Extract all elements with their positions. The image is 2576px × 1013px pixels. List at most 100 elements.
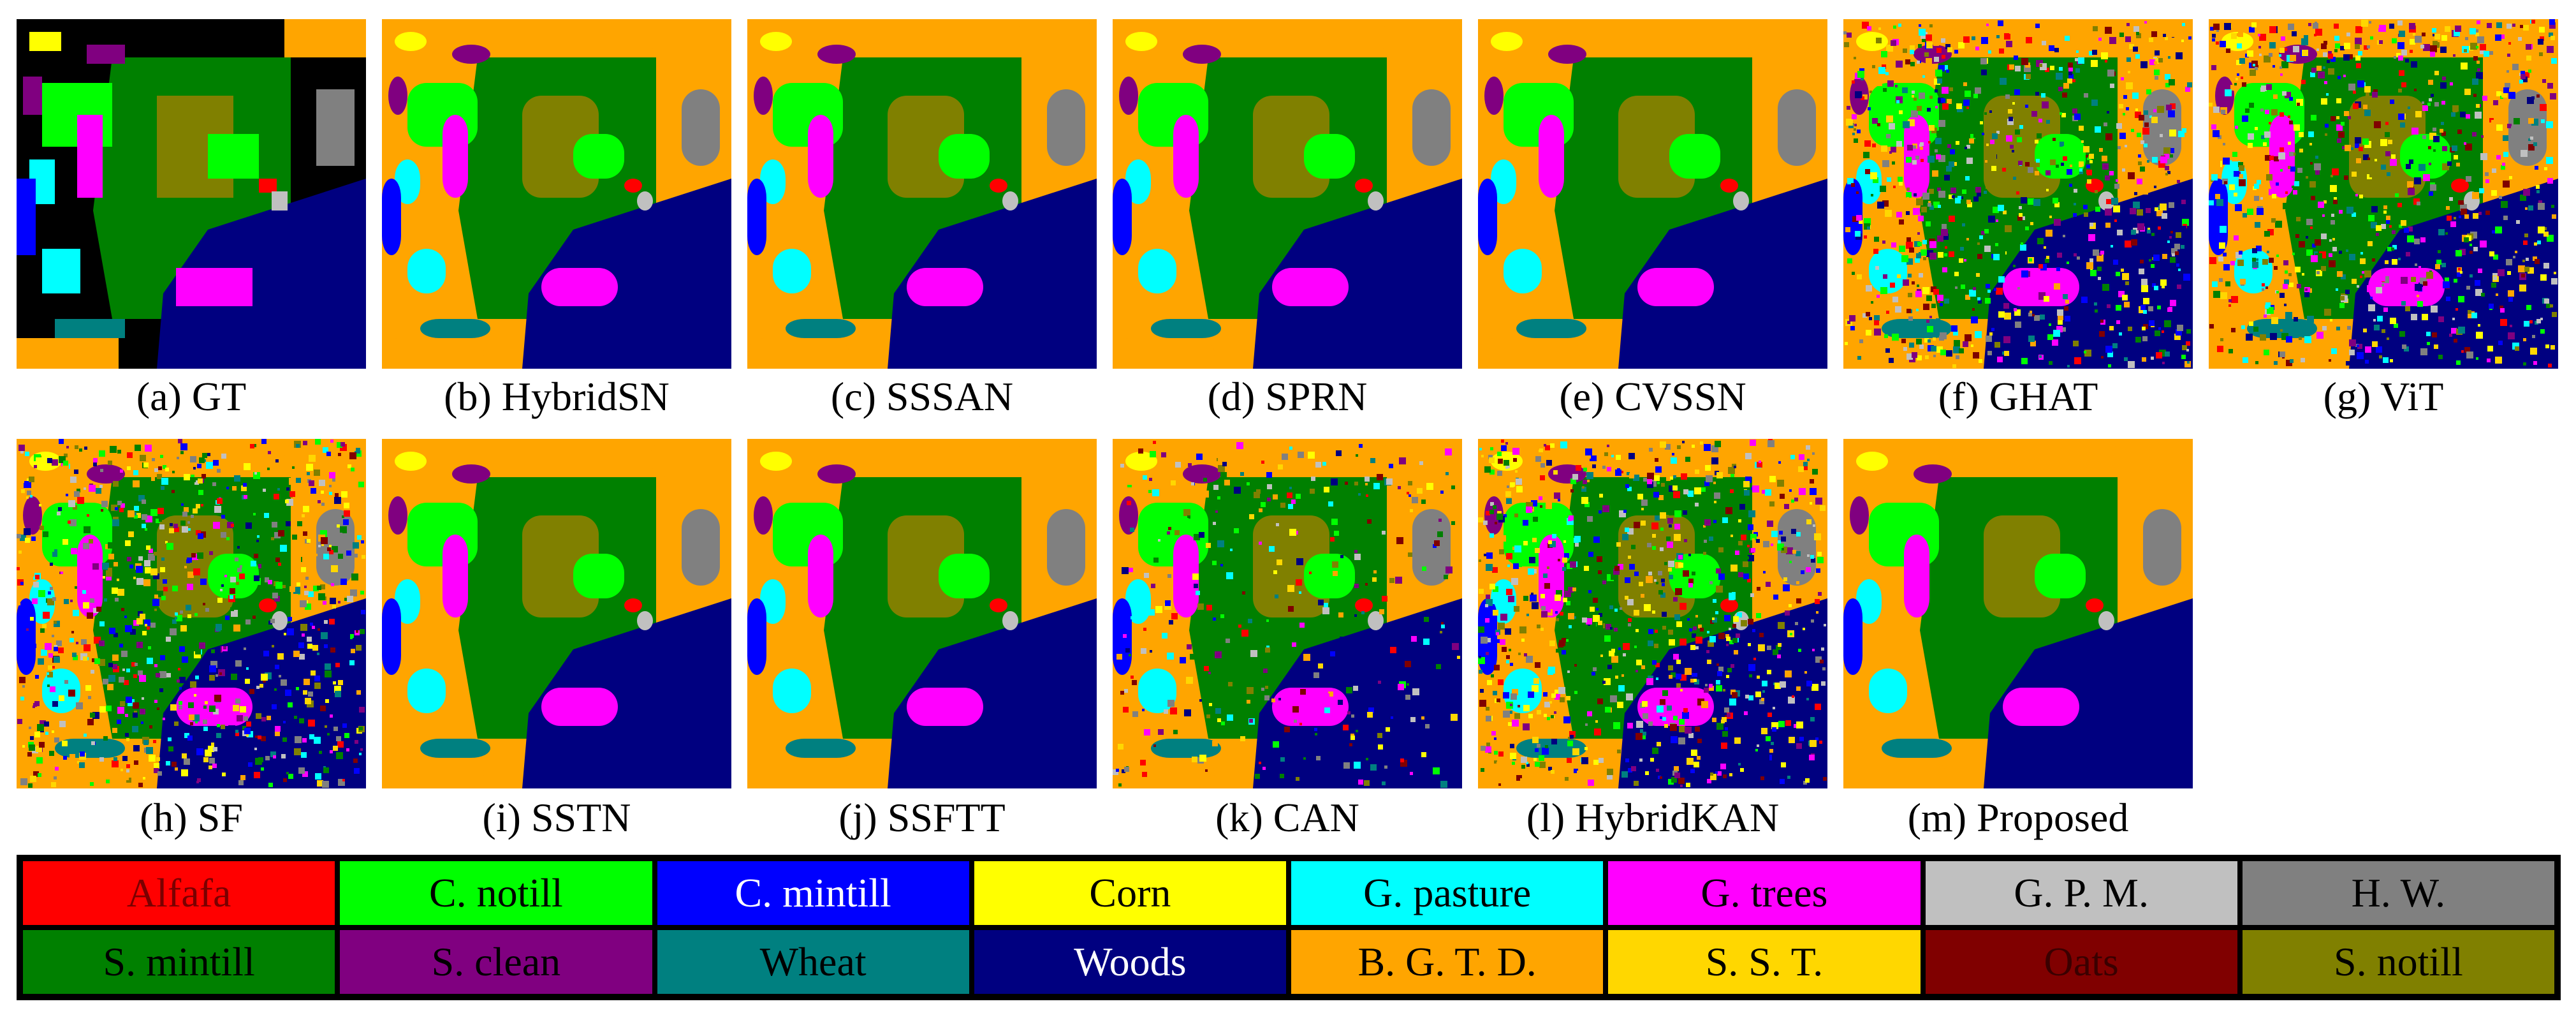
noise-pixel [1512,689,1518,695]
noise-pixel [2347,326,2351,330]
noise-pixel [2224,181,2227,184]
noise-pixel [2105,133,2112,140]
noise-pixel [2135,337,2141,343]
noise-pixel [2496,155,2501,159]
noise-pixel [2060,112,2062,115]
noise-pixel [2392,245,2397,249]
noise-pixel [1322,462,1326,466]
noise-pixel [2223,158,2230,165]
noise-pixel [2341,274,2346,279]
noise-pixel [2132,213,2137,218]
noise-pixel [1551,693,1556,698]
noise-pixel [2183,274,2190,281]
noise-pixel [106,575,112,580]
noise-pixel [1942,267,1947,272]
noise-pixel [1308,452,1315,459]
noise-pixel [2353,103,2359,109]
noise-pixel [1445,448,1452,455]
noise-pixel [1625,484,1629,488]
noise-pixel [311,670,316,676]
noise-pixel [1158,729,1164,735]
noise-pixel [1192,757,1197,762]
noise-pixel [2336,327,2340,330]
noise-pixel [2239,179,2246,186]
noise-pixel [2005,225,2012,232]
noise-pixel [1213,485,1218,490]
noise-pixel [1623,643,1630,650]
noise-pixel [1697,739,1702,743]
noise-pixel [1695,646,1699,649]
noise-pixel [145,445,152,452]
noise-pixel [2236,78,2238,80]
noise-pixel [199,642,205,649]
noise-pixel [334,686,341,693]
noise-pixel [307,539,311,543]
noise-pixel [1356,454,1358,457]
noise-pixel [154,763,159,769]
noise-pixel [1296,535,1303,542]
noise-pixel [2038,264,2043,269]
noise-pixel [1847,106,1850,110]
noise-pixel [1913,145,1916,149]
noise-pixel [2004,33,2010,40]
noise-pixel [2152,157,2158,163]
noise-pixel [1718,633,1725,639]
noise-pixel [2341,342,2344,345]
noise-pixel [212,764,217,768]
noise-pixel [2360,276,2362,278]
noise-pixel [1308,681,1312,685]
noise-pixel [1129,654,1131,656]
noise-pixel [1898,177,1903,182]
classification-map [2209,19,2558,369]
noise-pixel [2530,137,2533,140]
noise-pixel [1153,744,1156,747]
noise-pixel [1543,573,1548,578]
noise-pixel [170,649,176,655]
noise-pixel [1182,518,1189,524]
noise-pixel [2533,256,2537,261]
noise-pixel [2346,33,2350,36]
noise-pixel [1859,339,1863,343]
noise-pixel [1681,473,1687,480]
noise-pixel [2148,228,2150,230]
noise-pixel [209,551,213,555]
noise-pixel [208,746,214,752]
noise-pixel [1249,514,1254,519]
noise-pixel [1365,483,1368,485]
noise-pixel [1648,721,1653,726]
noise-pixel [2438,250,2441,253]
noise-pixel [1378,681,1381,684]
noise-pixel [1498,459,1503,464]
region-c-mintill [2209,179,2228,255]
noise-pixel [2454,155,2458,159]
noise-pixel [1367,712,1373,718]
noise-pixel [1602,466,1606,469]
noise-pixel [1552,534,1556,538]
region-b-g-t-d [284,19,366,57]
noise-pixel [287,468,293,474]
noise-pixel [2324,200,2327,203]
noise-pixel [2414,177,2421,184]
noise-pixel [2458,268,2461,270]
caption-hybridkan: (l) HybridKAN [1526,795,1780,840]
noise-pixel [2547,178,2553,184]
noise-pixel [1618,461,1624,467]
noise-pixel [1794,724,1797,728]
noise-pixel [288,774,293,779]
noise-pixel [193,508,198,514]
noise-pixel [2479,188,2484,193]
noise-pixel [133,620,139,626]
noise-pixel [75,445,78,449]
noise-pixel [2511,126,2515,130]
noise-pixel [323,767,329,773]
noise-pixel [2536,319,2541,323]
noise-pixel [1486,595,1490,599]
noise-pixel [2339,210,2343,214]
noise-pixel [176,615,182,621]
noise-pixel [2087,179,2091,184]
noise-pixel [2084,350,2091,357]
noise-pixel [1386,478,1393,485]
noise-pixel [2047,156,2053,162]
noise-pixel [2330,185,2337,192]
noise-pixel [2294,317,2298,322]
